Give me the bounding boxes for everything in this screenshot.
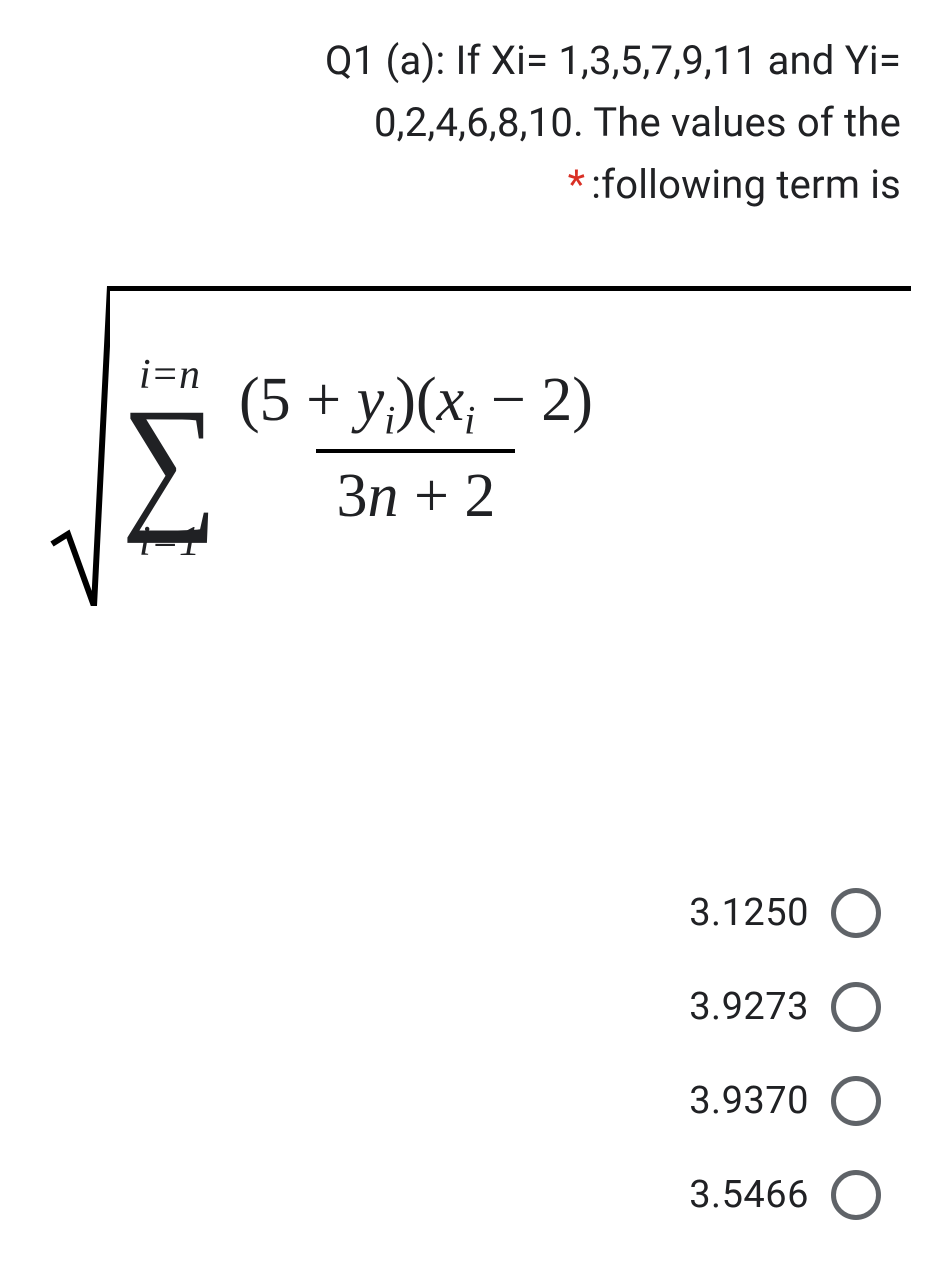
sigma-symbol: ∑ (121, 398, 217, 526)
option-1[interactable]: 3.9273 (689, 982, 881, 1032)
required-marker: * (568, 161, 585, 208)
radio-icon[interactable] (831, 982, 881, 1032)
radio-icon[interactable] (831, 1076, 881, 1126)
radicand: i=n ∑ i=1 (5 + yi)(xi − 2) 3n + 2 (110, 286, 911, 606)
question-line-3: :following term is (591, 161, 901, 208)
radio-icon[interactable] (831, 888, 881, 938)
question-line-2: 0,2,4,6,8,10. The values of the (374, 99, 901, 146)
option-label: 3.1250 (689, 891, 809, 935)
radical-icon (50, 286, 110, 606)
radio-icon[interactable] (831, 1170, 881, 1220)
page: Q1 (a): If Xi= 1,3,5,7,9,11 and Yi= 0,2,… (0, 0, 941, 1280)
question-line-1: Q1 (a): If Xi= 1,3,5,7,9,11 and Yi= (325, 37, 901, 84)
fraction: (5 + yi)(xi − 2) 3n + 2 (233, 363, 599, 533)
options-list: 3.1250 3.9273 3.9370 3.5466 (30, 888, 911, 1220)
option-label: 3.5466 (689, 1173, 809, 1217)
option-label: 3.9370 (689, 1079, 809, 1123)
fraction-numerator: (5 + yi)(xi − 2) (233, 363, 599, 449)
option-2[interactable]: 3.9370 (689, 1076, 881, 1126)
option-0[interactable]: 3.1250 (689, 888, 881, 938)
question-text: Q1 (a): If Xi= 1,3,5,7,9,11 and Yi= 0,2,… (30, 30, 911, 216)
sigma-block: i=n ∑ i=1 (116, 354, 223, 564)
option-3[interactable]: 3.5466 (689, 1170, 881, 1220)
fraction-denominator: 3n + 2 (316, 449, 515, 533)
option-label: 3.9273 (689, 985, 809, 1029)
formula-block: i=n ∑ i=1 (5 + yi)(xi − 2) 3n + 2 (30, 286, 911, 606)
